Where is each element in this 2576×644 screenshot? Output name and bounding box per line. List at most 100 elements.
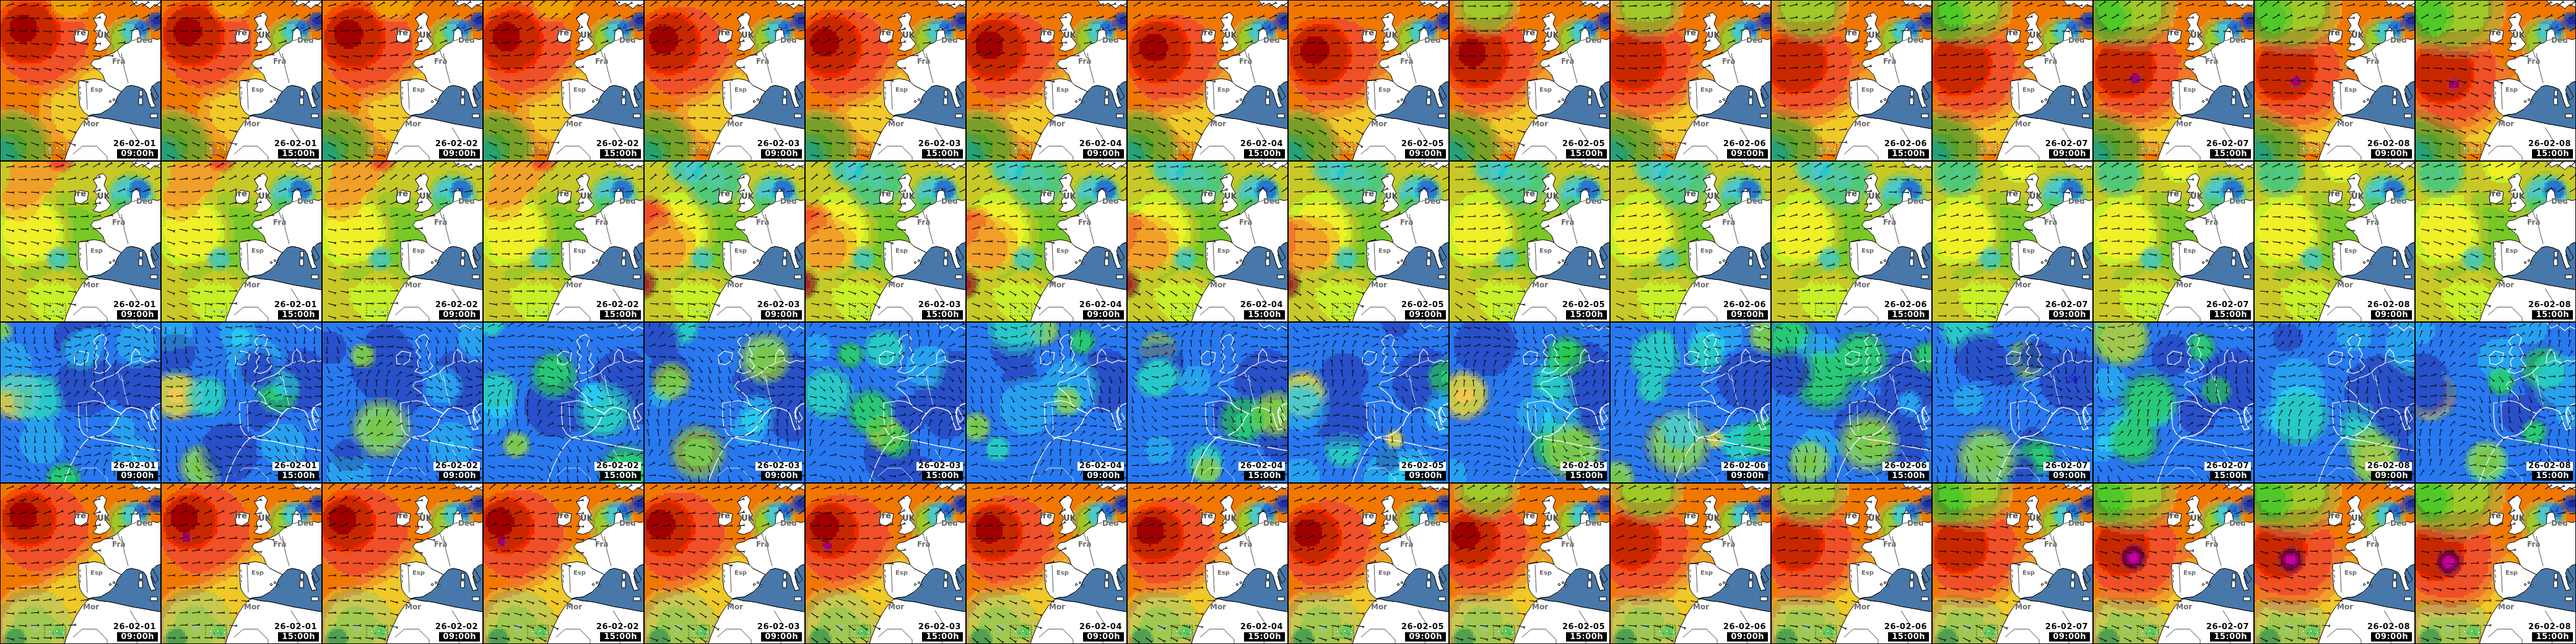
forecast-map-tile-wind-map-col14[interactable]: 26-02-08 09:00h	[2254, 322, 2415, 483]
forecast-map-tile-wave-height-map-col2[interactable]: Ire UK Deu Fra Esp POR Mor 26-02-02 09:0…	[322, 0, 483, 161]
label-portugal: POR	[1687, 247, 1692, 262]
time-label: 09:00h	[1727, 149, 1768, 159]
forecast-map-tile-wind-map-col4[interactable]: 26-02-03 09:00h	[644, 322, 805, 483]
forecast-map-tile-swell-height-map-col10[interactable]: Ire UK Deu Fra Esp POR Mor 26-02-06 09:0…	[1610, 483, 1771, 644]
forecast-map-tile-wave-height-map-col9[interactable]: Ire UK Deu Fra Esp POR Mor 26-02-05 15:0…	[1449, 0, 1610, 161]
forecast-map-tile-wave-height-map-col13[interactable]: Ire UK Deu Fra Esp POR Mor 26-02-07 15:0…	[2093, 0, 2254, 161]
forecast-map-tile-wave-period-map-col2[interactable]: Ire UK Deu Fra Esp POR Mor 26-02-02 09:0…	[322, 161, 483, 322]
forecast-map-tile-wave-period-map-col0[interactable]: Ire UK Deu Fra Esp POR Mor 26-02-01 09:0…	[0, 161, 161, 322]
forecast-map-tile-swell-height-map-col3[interactable]: Ire UK Deu Fra Esp POR Mor 26-02-02 15:0…	[483, 483, 644, 644]
label-spain: Esp	[2183, 248, 2196, 255]
forecast-map-tile-wind-map-col0[interactable]: 26-02-01 09:00h	[0, 322, 161, 483]
time-label: 15:00h	[1888, 310, 1929, 320]
time-label: 09:00h	[117, 149, 158, 159]
forecast-map-tile-wave-height-map-col4[interactable]: Ire UK Deu Fra Esp POR Mor 26-02-03 09:0…	[644, 0, 805, 161]
forecast-map-tile-wind-map-col2[interactable]: 26-02-02 09:00h	[322, 322, 483, 483]
forecast-map-tile-wind-map-col15[interactable]: 26-02-08 15:00h	[2415, 322, 2576, 483]
forecast-map-tile-wave-period-map-col12[interactable]: Ire UK Deu Fra Esp POR Mor 26-02-07 09:0…	[1932, 161, 2093, 322]
label-ireland: Ire	[1845, 511, 1858, 521]
forecast-map-tile-wind-map-col12[interactable]: 26-02-07 09:00h	[1932, 322, 2093, 483]
forecast-map-tile-swell-height-map-col1[interactable]: Ire UK Deu Fra Esp POR Mor 26-02-01 15:0…	[161, 483, 322, 644]
forecast-map-tile-wind-map-col10[interactable]: 26-02-06 09:00h	[1610, 322, 1771, 483]
forecast-map-tile-wave-period-map-col1[interactable]: Ire UK Deu Fra Esp POR Mor 26-02-01 15:0…	[161, 161, 322, 322]
forecast-map-tile-swell-height-map-col4[interactable]: Ire UK Deu Fra Esp POR Mor 26-02-03 09:0…	[644, 483, 805, 644]
forecast-map-tile-swell-height-map-col0[interactable]: Ire UK Deu Fra Esp POR Mor 26-02-01 09:0…	[0, 483, 161, 644]
date-label: 26-02-05	[1560, 301, 1607, 310]
forecast-map-tile-swell-height-map-col9[interactable]: Ire UK Deu Fra Esp POR Mor 26-02-05 15:0…	[1449, 483, 1610, 644]
forecast-map-tile-wind-map-col6[interactable]: 26-02-04 09:00h	[966, 322, 1127, 483]
forecast-map-tile-wave-period-map-col6[interactable]: Ire UK Deu Fra Esp POR Mor 26-02-04 09:0…	[966, 161, 1127, 322]
forecast-map-tile-swell-height-map-col13[interactable]: Ire UK Deu Fra Esp POR Mor 26-02-07 15:0…	[2093, 483, 2254, 644]
timestamp: 26-02-07 15:00h	[2204, 623, 2251, 642]
forecast-map-tile-wave-period-map-col14[interactable]: Ire UK Deu Fra Esp POR Mor 26-02-08 09:0…	[2254, 161, 2415, 322]
timestamp: 26-02-08 15:00h	[2526, 140, 2573, 159]
forecast-map-tile-wind-map-col5[interactable]: 26-02-03 15:00h	[805, 322, 966, 483]
forecast-map-tile-wind-map-col7[interactable]: 26-02-04 15:00h	[1127, 322, 1288, 483]
forecast-map-tile-wind-map-col8[interactable]: 26-02-05 09:00h	[1288, 322, 1449, 483]
forecast-map-tile-wave-height-map-col14[interactable]: Ire UK Deu Fra Esp POR Mor 26-02-08 09:0…	[2254, 0, 2415, 161]
label-germany: Deu	[297, 36, 314, 45]
label-portugal: POR	[2170, 86, 2175, 101]
forecast-map-tile-swell-height-map-col2[interactable]: Ire UK Deu Fra Esp POR Mor 26-02-02 09:0…	[322, 483, 483, 644]
forecast-map-tile-wave-height-map-col11[interactable]: Ire UK Deu Fra Esp POR Mor 26-02-06 15:0…	[1771, 0, 1932, 161]
map-canvas	[2415, 161, 2576, 322]
timestamp: 26-02-03 15:00h	[916, 623, 963, 642]
forecast-map-tile-swell-height-map-col5[interactable]: Ire UK Deu Fra Esp POR Mor 26-02-03 15:0…	[805, 483, 966, 644]
forecast-map-tile-wave-height-map-col10[interactable]: Ire UK Deu Fra Esp POR Mor 26-02-06 09:0…	[1610, 0, 1771, 161]
label-portugal: POR	[1204, 247, 1209, 262]
forecast-map-tile-wave-period-map-col9[interactable]: Ire UK Deu Fra Esp POR Mor 26-02-05 15:0…	[1449, 161, 1610, 322]
label-france: Fra	[1239, 57, 1253, 66]
timestamp: 26-02-03 15:00h	[916, 301, 963, 320]
forecast-map-tile-wave-period-map-col7[interactable]: Ire UK Deu Fra Esp POR Mor 26-02-04 15:0…	[1127, 161, 1288, 322]
time-label: 15:00h	[2532, 149, 2573, 159]
forecast-map-tile-swell-height-map-col11[interactable]: Ire UK Deu Fra Esp POR Mor 26-02-06 15:0…	[1771, 483, 1932, 644]
forecast-map-tile-swell-height-map-col6[interactable]: Ire UK Deu Fra Esp POR Mor 26-02-04 09:0…	[966, 483, 1127, 644]
label-france: Fra	[1400, 540, 1414, 549]
forecast-map-tile-wave-period-map-col15[interactable]: Ire UK Deu Fra Esp POR Mor 26-02-08 15:0…	[2415, 161, 2576, 322]
forecast-map-tile-swell-height-map-col8[interactable]: Ire UK Deu Fra Esp POR Mor 26-02-05 09:0…	[1288, 483, 1449, 644]
label-france: Fra	[595, 57, 609, 66]
forecast-map-tile-wave-height-map-col3[interactable]: Ire UK Deu Fra Esp POR Mor 26-02-02 15:0…	[483, 0, 644, 161]
forecast-map-tile-wind-map-col11[interactable]: 26-02-06 15:00h	[1771, 322, 1932, 483]
forecast-map-tile-wave-period-map-col3[interactable]: Ire UK Deu Fra Esp POR Mor 26-02-02 15:0…	[483, 161, 644, 322]
label-spain: Esp	[1056, 87, 1069, 94]
forecast-map-tile-wave-period-map-col13[interactable]: Ire UK Deu Fra Esp POR Mor 26-02-07 15:0…	[2093, 161, 2254, 322]
label-united-kingdom: UK	[1063, 192, 1076, 201]
forecast-map-tile-swell-height-map-col12[interactable]: Ire UK Deu Fra Esp POR Mor 26-02-07 09:0…	[1932, 483, 2093, 644]
forecast-map-tile-wave-period-map-col5[interactable]: Ire UK Deu Fra Esp POR Mor 26-02-03 15:0…	[805, 161, 966, 322]
forecast-map-tile-wave-period-map-col11[interactable]: Ire UK Deu Fra Esp POR Mor 26-02-06 15:0…	[1771, 161, 1932, 322]
timestamp: 26-02-08 09:00h	[2365, 301, 2412, 320]
label-germany: Deu	[1746, 519, 1763, 528]
map-canvas	[483, 0, 644, 161]
date-label: 26-02-03	[916, 140, 963, 149]
forecast-map-tile-swell-height-map-col15[interactable]: Ire UK Deu Fra Esp POR Mor 26-02-08 15:0…	[2415, 483, 2576, 644]
forecast-map-tile-swell-height-map-col14[interactable]: Ire UK Deu Fra Esp POR Mor 26-02-08 09:0…	[2254, 483, 2415, 644]
forecast-map-tile-wave-height-map-col8[interactable]: Ire UK Deu Fra Esp POR Mor 26-02-05 09:0…	[1288, 0, 1449, 161]
date-label: 26-02-06	[1882, 623, 1929, 632]
label-morocco: Mor	[83, 603, 100, 611]
label-united-kingdom: UK	[2512, 192, 2525, 201]
forecast-map-tile-wave-height-map-col15[interactable]: Ire UK Deu Fra Esp POR Mor 26-02-08 15:0…	[2415, 0, 2576, 161]
time-label: 15:00h	[278, 310, 319, 320]
forecast-map-tile-wave-height-map-col6[interactable]: Ire UK Deu Fra Esp POR Mor 26-02-04 09:0…	[966, 0, 1127, 161]
forecast-map-tile-wind-map-col13[interactable]: 26-02-07 15:00h	[2093, 322, 2254, 483]
forecast-map-tile-wave-height-map-col5[interactable]: Ire UK Deu Fra Esp POR Mor 26-02-03 15:0…	[805, 0, 966, 161]
forecast-map-tile-wave-height-map-col7[interactable]: Ire UK Deu Fra Esp POR Mor 26-02-04 15:0…	[1127, 0, 1288, 161]
forecast-map-tile-wind-map-col9[interactable]: 26-02-05 15:00h	[1449, 322, 1610, 483]
forecast-map-tile-wave-height-map-col0[interactable]: Ire UK Deu Fra Esp POR Mor 26-02-01 09:0…	[0, 0, 161, 161]
forecast-map-tile-wave-period-map-col10[interactable]: Ire UK Deu Fra Esp POR Mor 26-02-06 09:0…	[1610, 161, 1771, 322]
timestamp: 26-02-07 09:00h	[2043, 301, 2090, 320]
label-united-kingdom: UK	[1546, 192, 1559, 201]
forecast-map-tile-wave-height-map-col1[interactable]: Ire UK Deu Fra Esp POR Mor 26-02-01 15:0…	[161, 0, 322, 161]
label-france: Fra	[917, 57, 931, 66]
label-portugal: POR	[399, 569, 404, 584]
forecast-map-tile-wind-map-col1[interactable]: 26-02-01 15:00h	[161, 322, 322, 483]
forecast-map-tile-wave-period-map-col8[interactable]: Ire UK Deu Fra Esp POR Mor 26-02-05 09:0…	[1288, 161, 1449, 322]
forecast-map-tile-wave-period-map-col4[interactable]: Ire UK Deu Fra Esp POR Mor 26-02-03 09:0…	[644, 161, 805, 322]
label-morocco: Mor	[2337, 281, 2354, 289]
forecast-map-tile-wave-height-map-col12[interactable]: Ire UK Deu Fra Esp POR Mor 26-02-07 09:0…	[1932, 0, 2093, 161]
forecast-map-tile-wind-map-col3[interactable]: 26-02-02 15:00h	[483, 322, 644, 483]
forecast-map-tile-swell-height-map-col7[interactable]: Ire UK Deu Fra Esp POR Mor 26-02-04 15:0…	[1127, 483, 1288, 644]
label-united-kingdom: UK	[1224, 192, 1237, 201]
date-label: 26-02-01	[272, 140, 319, 149]
